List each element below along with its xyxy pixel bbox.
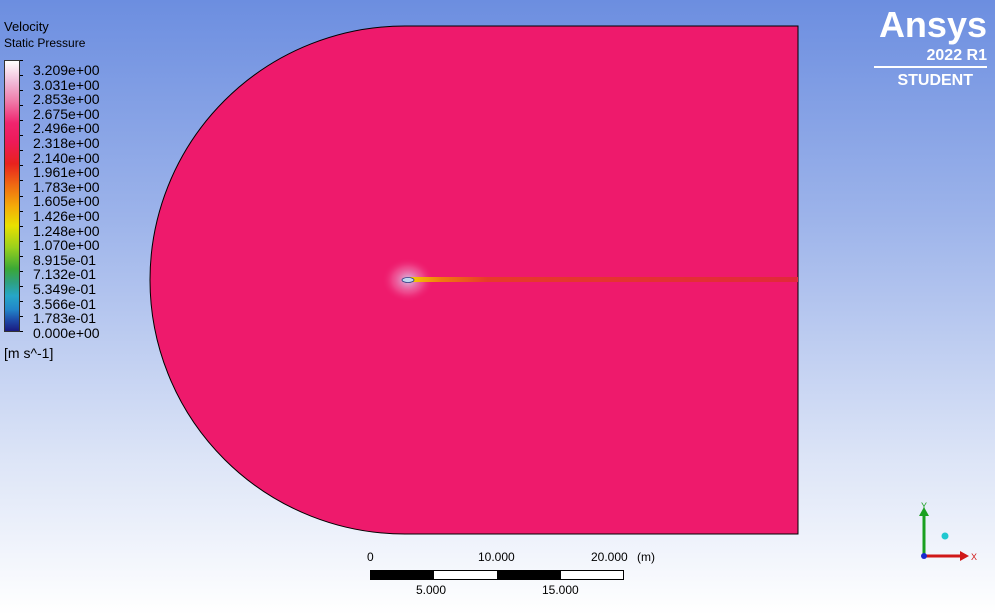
legend-level-label: 2.853e+00 — [33, 91, 100, 108]
legend-level-label: 2.318e+00 — [33, 134, 100, 151]
axis-x-label: X — [971, 552, 977, 562]
scale-label-10: 10.000 — [478, 550, 515, 564]
legend-tick — [20, 315, 23, 317]
scale-label-5: 5.000 — [416, 583, 447, 597]
legend-level-label: 0.000e+00 — [33, 324, 100, 341]
scale-segment-3 — [497, 571, 561, 579]
legend-labels: 3.209e+00 3.031e+00 2.853e+00 2.675e+00 2.49… — [33, 63, 100, 340]
legend-tick — [20, 165, 23, 167]
scale-label-0: 0 — [367, 550, 374, 564]
legend-level-label: 2.496e+00 — [33, 120, 100, 137]
legend-tick — [20, 195, 23, 197]
legend-tick — [20, 120, 23, 122]
axis-triad[interactable]: Y X — [912, 498, 982, 568]
legend-tick — [20, 240, 23, 242]
legend-level-label: 1.248e+00 — [33, 222, 100, 239]
scale-segment-1 — [371, 571, 434, 579]
legend-level-label: 5.349e-01 — [33, 280, 97, 297]
legend-tick — [20, 210, 23, 212]
legend-level-label: 3.209e+00 — [33, 62, 100, 78]
legend-ticks — [20, 60, 24, 332]
legend-tick — [20, 331, 23, 332]
wake-region — [410, 277, 798, 282]
scale-label-20: 20.000 — [591, 550, 628, 564]
brand-version: 2022 R1 — [926, 47, 988, 64]
legend-level-label: 1.961e+00 — [33, 164, 100, 181]
legend-level-label: 2.140e+00 — [33, 149, 100, 166]
legend-tick — [20, 90, 23, 92]
legend-tick — [20, 300, 23, 302]
ansys-logo: Ansys 2022 R1 — [867, 6, 987, 66]
scale-bar-graphic — [370, 570, 624, 580]
legend-level-label: 2.675e+00 — [33, 105, 100, 122]
legend-colorbar — [4, 60, 20, 332]
legend-units: [m s^-1] — [4, 345, 54, 361]
legend-tick — [20, 150, 23, 152]
legend-level-label: 1.426e+00 — [33, 207, 100, 224]
legend-tick — [20, 60, 23, 61]
legend-title: Velocity — [4, 19, 49, 34]
legend-subtitle: Static Pressure — [4, 36, 86, 50]
legend-tick — [20, 285, 23, 287]
axis-y-label: Y — [921, 501, 927, 511]
body-object — [401, 277, 415, 283]
scale-label-15: 15.000 — [542, 583, 579, 597]
brand-name: Ansys — [878, 4, 987, 45]
legend-tick — [20, 135, 23, 137]
legend-tick — [20, 105, 23, 107]
legend-level-label: 1.070e+00 — [33, 237, 100, 254]
legend-tick — [20, 270, 23, 272]
legend-level-label: 7.132e-01 — [33, 266, 97, 283]
legend-level-label: 3.031e+00 — [33, 76, 100, 93]
legend-level-label: 3.566e-01 — [33, 295, 97, 312]
brand-divider — [874, 66, 987, 68]
legend-level-label: 1.783e-01 — [33, 310, 97, 327]
legend-tick — [20, 180, 23, 182]
legend-level-label: 1.605e+00 — [33, 193, 100, 210]
brand-edition: STUDENT — [897, 72, 973, 89]
legend-tick — [20, 255, 23, 257]
scale-unit: (m) — [637, 550, 655, 564]
legend-tick — [20, 225, 23, 227]
legend-tick — [20, 75, 23, 77]
legend-level-label: 8.915e-01 — [33, 251, 97, 268]
legend-level-label: 1.783e+00 — [33, 178, 100, 195]
